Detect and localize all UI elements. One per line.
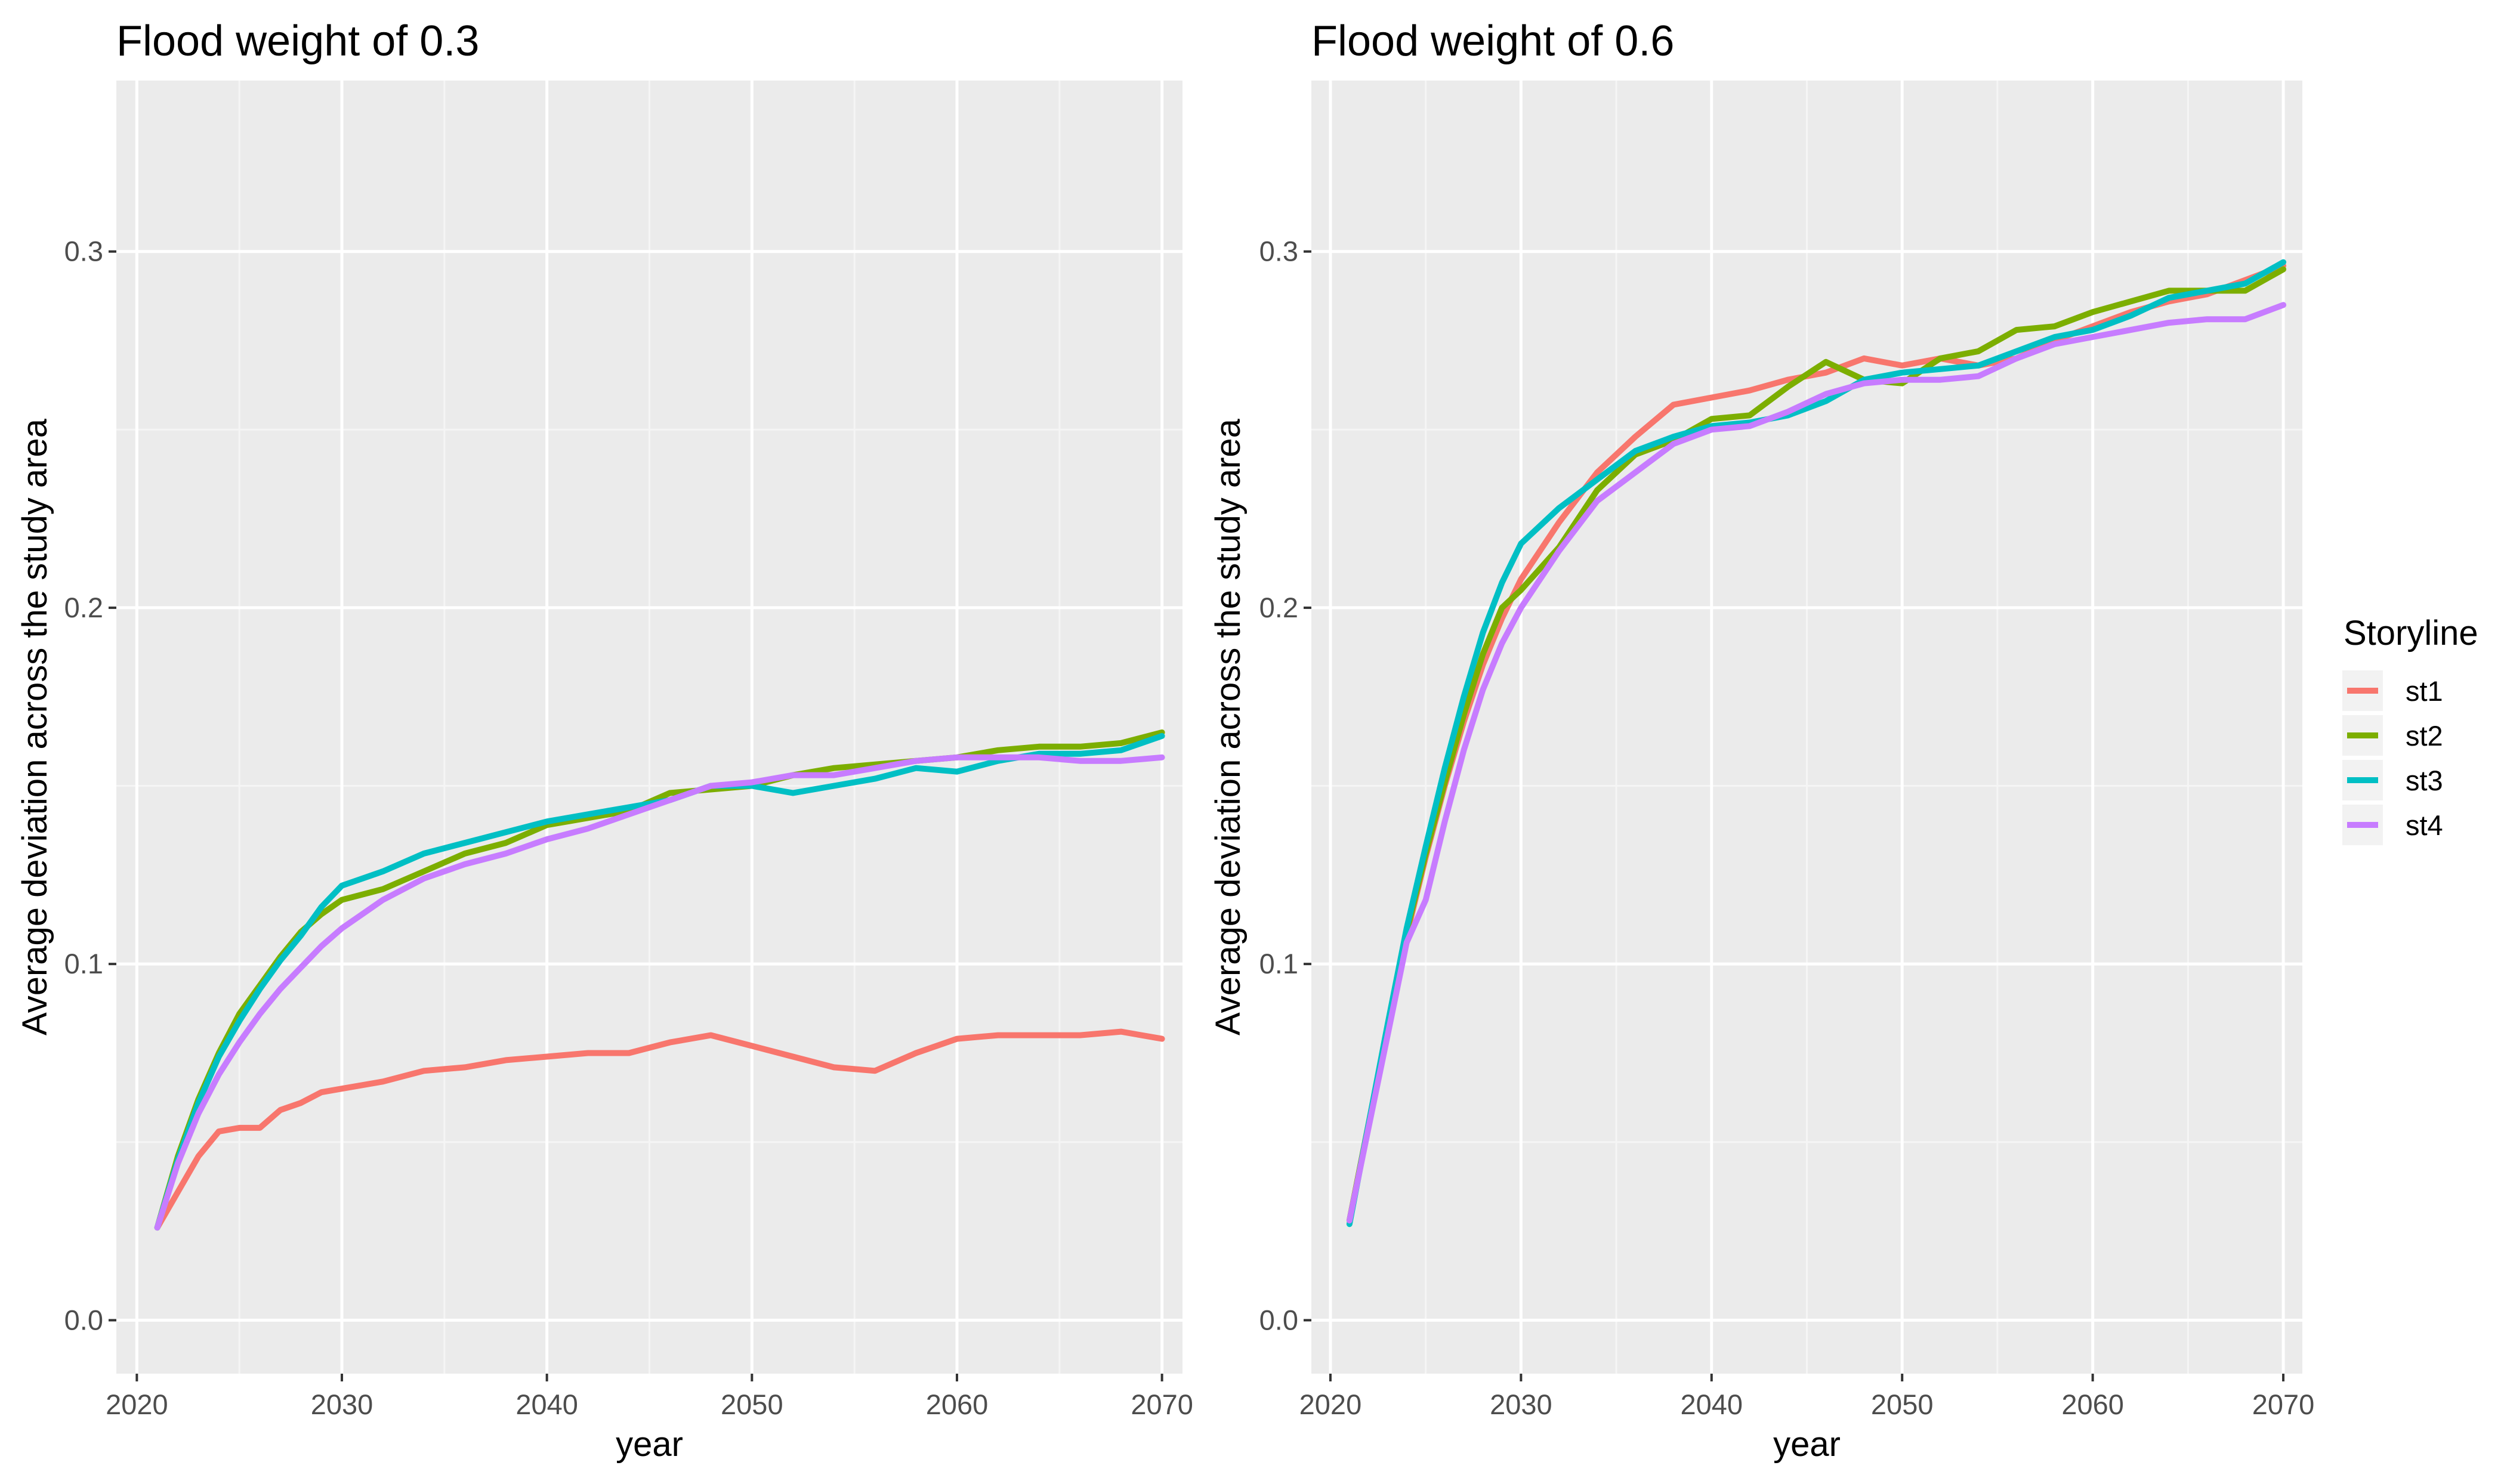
y-tick-label: 0.2 [1259, 592, 1298, 623]
legend-label-st3: st3 [2406, 765, 2443, 796]
y-tick-label: 0.0 [1259, 1304, 1298, 1335]
x-tick-label: 2030 [1490, 1389, 1552, 1420]
chart-title: Flood weight of 0.3 [116, 17, 479, 65]
y-tick-label: 0.3 [1259, 236, 1298, 267]
x-tick-label: 2020 [1299, 1389, 1362, 1420]
legend-label-st2: st2 [2406, 720, 2443, 752]
series-line-st2 [1346, 266, 2287, 1224]
y-tick-label: 0.3 [64, 236, 103, 267]
panel-flood-0.6: 2020 2030 2040 2050 2060 2070 0.0 0.1 0.2 0.3 Floo… [1209, 17, 2314, 1464]
y-axis-label: Average deviation across the study area [16, 418, 54, 1035]
series-line-st3 [1346, 259, 2287, 1228]
x-tick-label: 2070 [2252, 1389, 2315, 1420]
x-axis-label: year [1773, 1425, 1841, 1464]
legend: Storyline st1 st2 st3 st4 [2342, 614, 2478, 845]
series-line-st3 [154, 732, 1165, 1231]
x-tick-label: 2050 [1871, 1389, 1934, 1420]
y-tick-label: 0.1 [1259, 948, 1298, 979]
chart-title: Flood weight of 0.6 [1311, 17, 1674, 65]
legend-label-st1: st1 [2406, 675, 2443, 707]
x-tick-label: 2070 [1131, 1389, 1193, 1420]
y-tick-label: 0.1 [64, 948, 103, 979]
x-tick-label: 2060 [926, 1389, 989, 1420]
x-tick-label: 2050 [721, 1389, 783, 1420]
x-tick-label: 2020 [106, 1389, 168, 1420]
series-line-st4 [154, 754, 1165, 1231]
legend-label-st4: st4 [2406, 809, 2443, 841]
y-axis-label: Average deviation across the study area [1209, 418, 1248, 1035]
panel-flood-0.3: 2020 2030 2040 2050 2060 2070 0.0 0.1 0.2 0.3 Floo… [16, 17, 1193, 1464]
x-tick-label: 2060 [2061, 1389, 2124, 1420]
x-tick-label: 2040 [1681, 1389, 1743, 1420]
series-line-st1 [154, 1028, 1165, 1231]
y-tick-label: 0.2 [64, 592, 103, 623]
x-tick-label: 2040 [515, 1389, 578, 1420]
x-tick-label: 2030 [311, 1389, 373, 1420]
legend-title: Storyline [2344, 614, 2478, 653]
x-axis-label: year [616, 1425, 683, 1464]
y-tick-label: 0.0 [64, 1304, 103, 1335]
series-line-st4 [1346, 302, 2287, 1224]
